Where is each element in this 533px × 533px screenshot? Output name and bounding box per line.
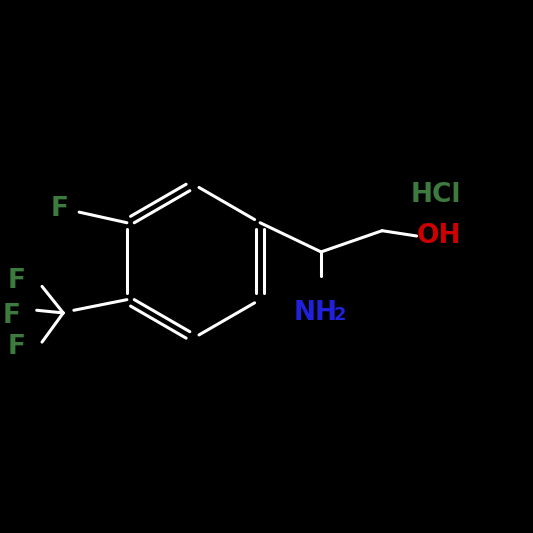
Text: F: F [51,197,69,222]
Text: OH: OH [417,223,461,249]
Text: NH: NH [294,300,338,326]
Text: F: F [3,303,21,328]
Text: HCl: HCl [411,182,462,208]
Text: 2: 2 [334,306,346,324]
Text: F: F [8,334,26,360]
Text: F: F [8,268,26,294]
